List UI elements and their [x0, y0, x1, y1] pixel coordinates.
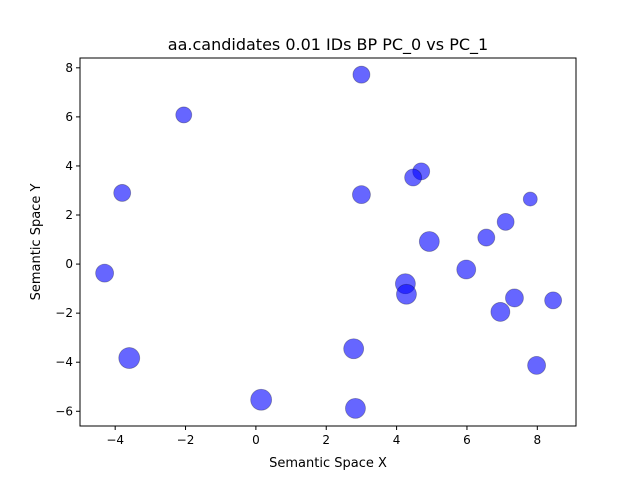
y-tick-label: 2	[65, 208, 73, 222]
data-point-17	[343, 338, 365, 360]
data-point-14	[505, 288, 524, 308]
x-tick-label: −4	[106, 433, 124, 447]
x-axis-label: Semantic Space X	[269, 456, 387, 471]
data-point-9	[418, 231, 440, 252]
data-point-20	[250, 388, 273, 411]
chart-title: aa.candidates 0.01 IDs BP PC_0 vs PC_1	[168, 35, 488, 55]
x-tick-label: 0	[252, 433, 260, 447]
x-tick-label: −2	[177, 433, 195, 447]
plot-frame	[79, 57, 577, 427]
data-point-15	[544, 291, 563, 310]
y-tick-label: −6	[55, 404, 73, 418]
data-point-5	[352, 185, 371, 205]
data-point-18	[118, 347, 141, 369]
data-point-7	[496, 212, 515, 231]
data-point-1	[175, 106, 193, 124]
x-axis-ticks: −4 −2 0 2 4 6 8	[106, 426, 541, 447]
data-point-11	[456, 259, 477, 280]
y-tick-label: −4	[55, 355, 73, 369]
y-tick-label: 8	[65, 61, 73, 75]
data-point-10	[95, 263, 115, 283]
y-tick-label: 4	[65, 159, 73, 173]
data-point-6	[522, 191, 538, 207]
data-points	[95, 65, 563, 419]
y-axis-label: Semantic Space Y	[29, 184, 44, 301]
x-tick-label: 6	[463, 433, 471, 447]
data-point-21	[345, 397, 366, 419]
data-point-0	[352, 65, 371, 84]
x-tick-label: 4	[393, 433, 401, 447]
data-point-16	[490, 302, 511, 322]
y-tick-label: 0	[65, 257, 73, 271]
data-point-8	[477, 228, 496, 247]
x-tick-label: 8	[533, 433, 541, 447]
y-tick-label: 6	[65, 110, 73, 124]
y-axis-ticks: −6 −4 −2 0 2 4 6 8	[55, 61, 80, 418]
y-tick-label: −2	[55, 306, 73, 320]
data-point-4	[113, 184, 132, 202]
x-tick-label: 2	[322, 433, 330, 447]
data-point-3	[404, 168, 423, 187]
data-point-13	[396, 283, 417, 305]
data-point-19	[527, 355, 546, 375]
